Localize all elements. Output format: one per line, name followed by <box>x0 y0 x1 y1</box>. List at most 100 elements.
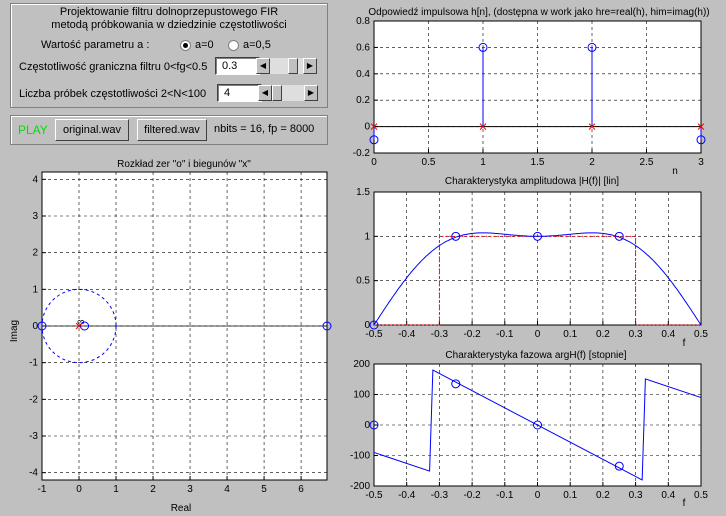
amplitude-sample-marker <box>533 231 542 241</box>
y-tick-label: 2 <box>32 248 38 259</box>
x-tick-label: 0.2 <box>596 329 610 340</box>
radio-a05-label[interactable]: a=0,5 <box>243 39 271 51</box>
y-tick-label: 1.5 <box>356 187 370 198</box>
x-tick-label: 2 <box>589 157 595 168</box>
x-tick-label: -0.4 <box>398 329 416 340</box>
impulse-xlabel: n <box>672 166 678 177</box>
filter-design-panel: Projektowanie filtru dolnoprzepustowego … <box>10 3 328 108</box>
y-tick-label: -1 <box>29 358 38 369</box>
y-tick-label: 200 <box>353 359 370 370</box>
unit-circle <box>41 288 117 364</box>
pole-marker <box>75 322 83 330</box>
zp-ylabel: Imag <box>9 320 20 342</box>
x-tick-label: 0.1 <box>563 329 577 340</box>
x-tick-label: 0.5 <box>422 157 436 168</box>
phase-sample-marker <box>614 461 624 471</box>
filtered-wav-button[interactable]: filtered.wav <box>137 119 207 141</box>
y-tick-label: 0 <box>364 122 370 133</box>
phase-sample-marker <box>533 420 542 430</box>
play-label: PLAY <box>18 123 48 137</box>
amp-grid <box>373 191 702 326</box>
real-stem-marker <box>369 135 379 145</box>
y-tick-label: 0.8 <box>356 16 370 27</box>
x-tick-label: 5 <box>261 484 267 495</box>
phase-sample-marker <box>369 420 379 430</box>
amplitude-sample-marker <box>451 231 461 241</box>
imag-stem-marker <box>370 123 378 130</box>
cutoff-slider-thumb[interactable] <box>288 58 298 74</box>
x-tick-label: 0.1 <box>563 490 577 501</box>
x-tick-label: -0.5 <box>365 329 383 340</box>
x-tick-label: -0.5 <box>365 490 383 501</box>
y-tick-label: -100 <box>350 451 370 462</box>
cutoff-input[interactable]: 0.3 <box>215 57 260 75</box>
zp-tick-labels: -1 0 1 2 3 4 5 6 4 3 2 1 0 -1 -2 -3 -4 <box>29 174 304 495</box>
phase-sample-marker <box>451 379 461 389</box>
x-tick-label: -0.3 <box>431 490 449 501</box>
y-tick-label: 3 <box>32 211 38 222</box>
amplitude-curve <box>373 232 702 326</box>
samples-slider-track[interactable] <box>282 85 304 101</box>
original-wav-button[interactable]: original.wav <box>55 119 129 141</box>
x-tick-label: 3 <box>187 484 193 495</box>
y-tick-label: -3 <box>29 431 38 442</box>
samples-slider-thumb[interactable] <box>272 85 282 101</box>
imag-stem-marker <box>588 123 596 130</box>
impulse-title: Odpowiedź impulsowa h[n], (dostępna w wo… <box>368 7 709 18</box>
phase-grid <box>373 363 702 487</box>
x-tick-label: 0 <box>371 157 377 168</box>
phase-marks <box>369 369 702 481</box>
y-tick-label: -4 <box>29 468 38 479</box>
x-tick-label: 0.3 <box>629 329 643 340</box>
x-tick-label: 0 <box>535 329 541 340</box>
x-tick-label: 1 <box>480 157 486 168</box>
x-tick-label: -0.1 <box>496 490 514 501</box>
amp-title: Charakterystyka amplitudowa |H(f)| [lin] <box>445 176 619 187</box>
amp-tick-labels: -0.5 -0.4 -0.3 -0.2 -0.1 0 0.1 0.2 0.3 0.4 0.5 1.5 1… <box>356 187 708 340</box>
play-panel: PLAY original.wav filtered.wav nbits = 1… <box>10 115 328 145</box>
zp-xlabel: Real <box>171 503 192 514</box>
y-tick-label: 100 <box>353 390 370 401</box>
y-tick-label: 0.5 <box>356 276 370 287</box>
real-stem-marker <box>696 135 706 145</box>
samples-slider-left[interactable]: ◀ <box>258 85 272 101</box>
x-tick-label: 2 <box>150 484 156 495</box>
real-stem-marker <box>587 42 597 52</box>
amplitude-sample-marker <box>369 320 379 330</box>
audio-info: nbits = 16, fp = 8000 <box>214 123 315 135</box>
x-tick-label: -0.4 <box>398 490 416 501</box>
x-tick-label: 4 <box>224 484 230 495</box>
radio-a05[interactable] <box>228 40 239 51</box>
x-tick-label: 0.2 <box>596 490 610 501</box>
x-tick-label: 0.4 <box>661 490 675 501</box>
y-tick-label: -0.2 <box>353 148 371 159</box>
y-tick-label: -200 <box>350 481 370 492</box>
phase-xlabel: f <box>683 498 686 509</box>
samples-label: Liczba próbek częstotliwości 2<N<100 <box>19 88 207 100</box>
x-tick-label: -0.3 <box>431 329 449 340</box>
real-stem-marker <box>478 42 488 52</box>
cutoff-label: Częstotliwość graniczna filtru 0<fg<0.5 <box>19 61 208 73</box>
radio-a0[interactable] <box>180 40 191 51</box>
cutoff-slider-left[interactable]: ◀ <box>256 58 270 74</box>
imag-stem-marker <box>479 123 487 130</box>
panel-title-line1: Projektowanie filtru dolnoprzepustowego … <box>59 6 279 18</box>
x-tick-label: 3 <box>698 157 704 168</box>
y-tick-label: -2 <box>29 394 38 405</box>
samples-slider-right[interactable]: ▶ <box>304 85 318 101</box>
cutoff-slider-right[interactable]: ▶ <box>303 58 317 74</box>
x-tick-label: 0.3 <box>629 490 643 501</box>
y-tick-label: 1 <box>32 284 38 295</box>
amp-marks <box>369 231 702 330</box>
zp-title: Rozkład zer "o" i biegunów "x" <box>117 159 251 170</box>
x-tick-label: 6 <box>298 484 304 495</box>
zp-marks <box>37 288 332 364</box>
x-tick-label: 0.4 <box>661 329 675 340</box>
x-tick-label: 0.5 <box>694 490 708 501</box>
zp-pole-count: 3 <box>76 319 86 324</box>
radio-a0-label[interactable]: a=0 <box>195 39 214 51</box>
phase-title: Charakterystyka fazowa argH(f) [stopnie] <box>445 350 626 361</box>
y-tick-label: 1 <box>364 231 370 242</box>
x-tick-label: 0.5 <box>694 329 708 340</box>
phase-tick-labels: -0.5 -0.4 -0.3 -0.2 -0.1 0 0.1 0.2 0.3 0.4 0.5 200 1… <box>350 359 708 501</box>
